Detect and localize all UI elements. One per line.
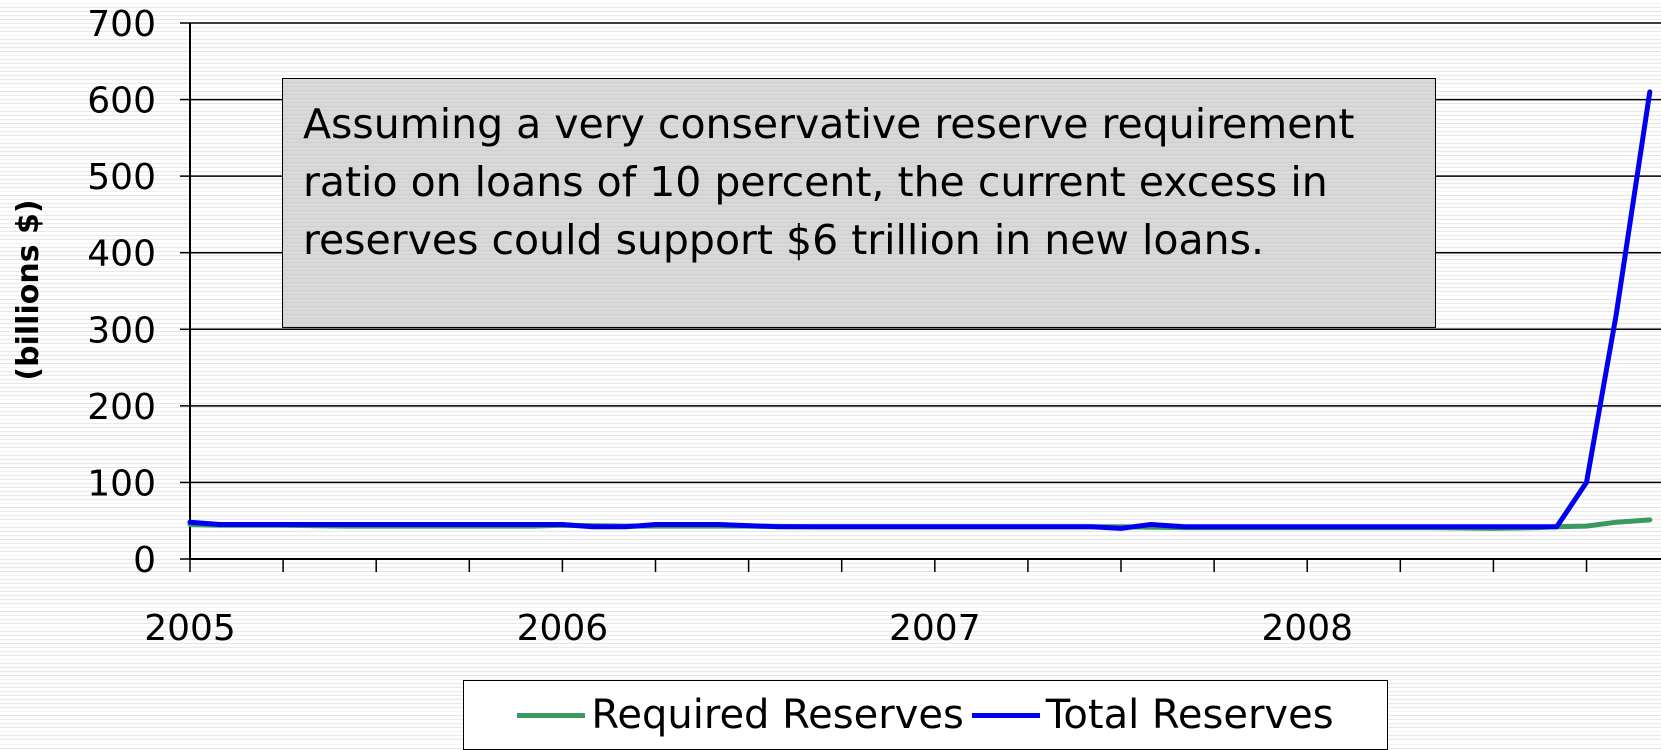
legend-swatch-total-reserves [971, 712, 1040, 718]
legend-swatch-required-reserves [517, 712, 586, 718]
series-line-total-reserves [187, 89, 1653, 531]
legend: Required Reserves Total Reserves [463, 680, 1388, 750]
legend-item-total-reserves: Total Reserves [971, 692, 1334, 738]
x-tick-label-2005: 2005 [144, 608, 236, 649]
y-tick-label-500: 500 [87, 157, 156, 198]
y-tick-label-300: 300 [87, 310, 156, 351]
y-tick-label-200: 200 [87, 387, 156, 428]
y-axis-label: (billions $) [11, 199, 46, 380]
y-tick-label-0: 0 [133, 540, 156, 581]
x-tick-label-2007: 2007 [889, 608, 981, 649]
plot-frame [189, 23, 1661, 560]
y-axis-ticks: 0 100 200 300 400 500 600 700 [87, 4, 190, 581]
series-layer [187, 89, 1653, 531]
x-axis-ticks: 2005 2006 2007 2008 [144, 559, 1588, 649]
legend-item-required-reserves: Required Reserves [517, 692, 964, 738]
y-tick-label-600: 600 [87, 81, 156, 122]
legend-label-required-reserves: Required Reserves [591, 692, 964, 738]
y-tick-label-100: 100 [87, 463, 156, 504]
x-tick-label-2006: 2006 [517, 608, 609, 649]
y-tick-label-700: 700 [87, 4, 156, 45]
legend-label-total-reserves: Total Reserves [1045, 692, 1334, 738]
y-tick-label-400: 400 [87, 234, 156, 275]
x-tick-label-2008: 2008 [1261, 608, 1353, 649]
annotation-box: Assuming a very conservative reserve req… [282, 78, 1436, 328]
